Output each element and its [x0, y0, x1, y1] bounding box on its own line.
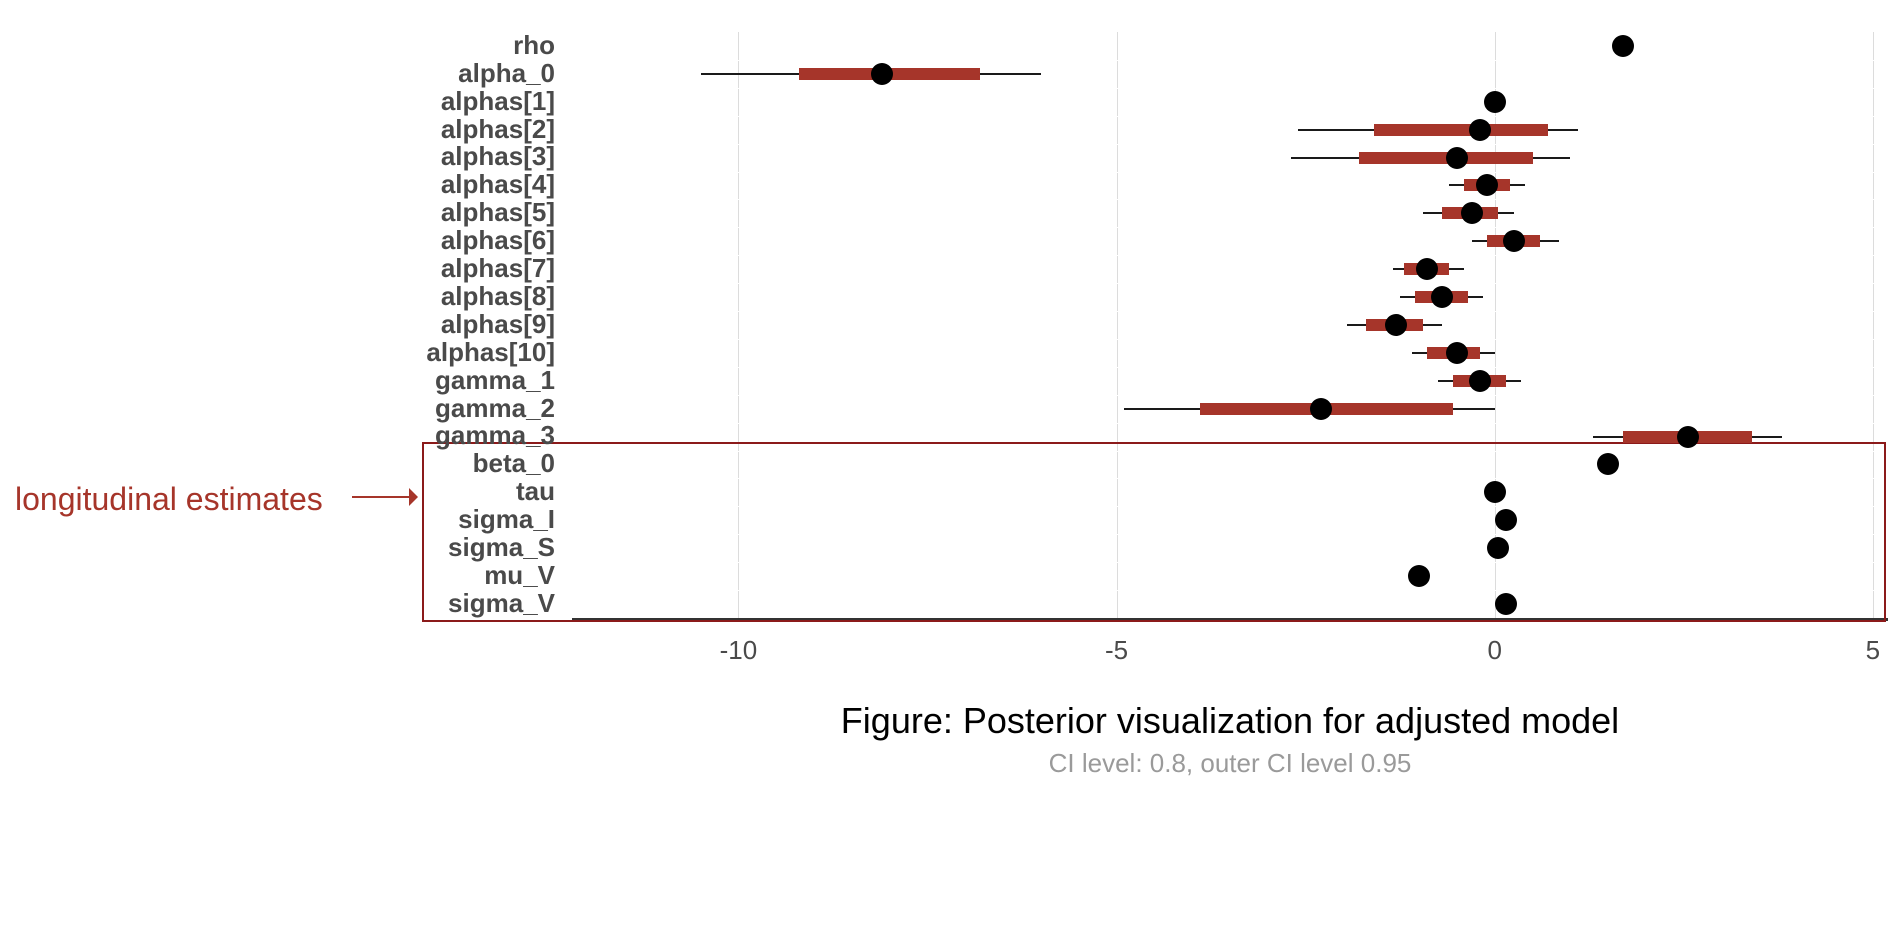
row-separator	[572, 339, 1888, 340]
row-separator	[572, 395, 1888, 396]
longitudinal-highlight-box	[422, 442, 1886, 622]
point-estimate	[1310, 398, 1332, 420]
param-label: sigma_V	[448, 588, 555, 619]
param-label: rho	[513, 30, 555, 61]
x-tick-label: 5	[1866, 635, 1880, 666]
param-label: sigma_I	[458, 504, 555, 535]
param-label: alphas[4]	[441, 169, 555, 200]
point-estimate	[1495, 593, 1517, 615]
row-separator	[572, 255, 1888, 256]
row-separator	[572, 311, 1888, 312]
param-label: alphas[1]	[441, 86, 555, 117]
param-label: alphas[6]	[441, 225, 555, 256]
point-estimate	[1446, 342, 1468, 364]
param-label: gamma_2	[435, 393, 555, 424]
point-estimate	[1408, 565, 1430, 587]
param-label: alphas[2]	[441, 114, 555, 145]
chart-container: { "layout": { "width": 1898, "height": 9…	[0, 0, 1898, 940]
row-separator	[572, 172, 1888, 173]
point-estimate	[1416, 258, 1438, 280]
x-tick-label: 0	[1487, 635, 1501, 666]
point-estimate	[1677, 426, 1699, 448]
param-label: alphas[10]	[426, 337, 555, 368]
param-label: alphas[3]	[441, 141, 555, 172]
row-separator	[572, 283, 1888, 284]
param-label: alpha_0	[458, 58, 555, 89]
param-label: tau	[516, 476, 555, 507]
point-estimate	[1484, 481, 1506, 503]
param-label: alphas[8]	[441, 281, 555, 312]
param-label: alphas[7]	[441, 253, 555, 284]
point-estimate	[871, 63, 893, 85]
x-tick-label: -5	[1105, 635, 1128, 666]
row-separator	[572, 116, 1888, 117]
param-label: sigma_S	[448, 532, 555, 563]
param-label: alphas[9]	[441, 309, 555, 340]
longitudinal-label: longitudinal estimates	[15, 481, 323, 518]
param-label: gamma_3	[435, 420, 555, 451]
row-separator	[572, 423, 1888, 424]
row-separator	[572, 60, 1888, 61]
row-separator	[572, 199, 1888, 200]
param-label: beta_0	[473, 448, 555, 479]
x-tick-label: -10	[720, 635, 758, 666]
figure-subtitle: CI level: 0.8, outer CI level 0.95	[1049, 748, 1412, 779]
point-estimate	[1431, 286, 1453, 308]
ci-inner	[1374, 124, 1548, 136]
figure-title: Figure: Posterior visualization for adju…	[841, 700, 1619, 742]
row-separator	[572, 88, 1888, 89]
param-label: gamma_1	[435, 365, 555, 396]
point-estimate	[1469, 119, 1491, 141]
param-label: mu_V	[484, 560, 555, 591]
longitudinal-arrow-head	[409, 488, 418, 506]
point-estimate	[1469, 370, 1491, 392]
row-separator	[572, 367, 1888, 368]
longitudinal-arrow	[352, 496, 409, 498]
point-estimate	[1484, 91, 1506, 113]
point-estimate	[1503, 230, 1525, 252]
row-separator	[572, 227, 1888, 228]
param-label: alphas[5]	[441, 197, 555, 228]
point-estimate	[1446, 147, 1468, 169]
row-separator	[572, 144, 1888, 145]
